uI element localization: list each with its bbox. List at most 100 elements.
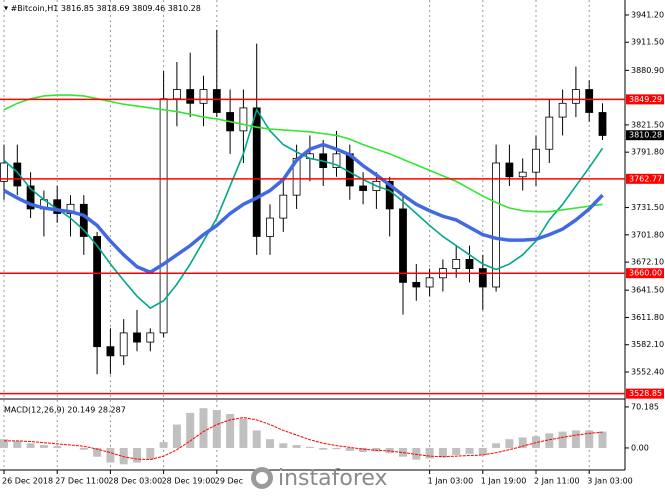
candle-body: [585, 89, 594, 113]
macd-bar: [212, 409, 221, 448]
y-tick-label: 3911.50: [631, 38, 664, 47]
candle-body: [425, 277, 434, 288]
macd-bar: [438, 447, 447, 458]
macd-bar: [505, 439, 514, 448]
y-tick-label: 3552.40: [631, 368, 664, 377]
macd-bar: [571, 430, 580, 448]
candle-body: [598, 112, 607, 136]
level-label-box: [626, 268, 664, 279]
macd-label: MACD(12,26,9) 20.149 28.287: [4, 406, 126, 415]
macd-bar: [292, 445, 301, 448]
candle-body: [505, 162, 514, 178]
candle-body: [279, 194, 288, 219]
macd-bar: [399, 447, 407, 457]
level-label-box: [626, 388, 664, 399]
x-tick-label: 26 Dec 2018: [2, 477, 53, 486]
level-label: 3528.85: [629, 389, 662, 398]
macd-tick-label: 70.185: [631, 402, 659, 411]
macd-bar: [93, 447, 102, 457]
candle-body: [66, 203, 75, 214]
candle-body: [26, 185, 35, 210]
macd-bar: [558, 431, 567, 448]
candle-body: [478, 268, 487, 288]
macd-bar: [465, 447, 474, 454]
macd-bar: [146, 447, 155, 460]
current-price-label: 3810.28: [629, 131, 662, 140]
ohlc: 3816.85 3818.69 3809.46 3810.28: [61, 4, 201, 13]
symbol: ▾ #Bitcoin,H1 3816.85 3818.69 3809.46 38…: [4, 4, 201, 13]
candle-body: [465, 259, 474, 270]
y-tick-label: 3611.80: [631, 313, 664, 322]
macd-bar: [172, 424, 181, 448]
x-tick-label: 28 Dec 19:00: [162, 477, 216, 486]
y-tick-label: 3582.10: [631, 340, 664, 349]
macd-bar: [13, 440, 22, 448]
level-label-box: [626, 173, 664, 184]
macd-bar: [279, 443, 288, 448]
candle-body: [146, 332, 155, 343]
x-tick-label: 1 Jan 19:00: [481, 477, 527, 486]
macd-bar: [359, 447, 368, 453]
candle-body: [492, 162, 501, 288]
candle-body: [79, 203, 88, 237]
macd-bar: [0, 439, 8, 448]
y-tick-label: 3821.50: [631, 120, 664, 129]
macd-bar: [199, 408, 208, 448]
candle-body: [359, 185, 368, 191]
candle-body: [252, 107, 261, 237]
candle-body: [133, 332, 141, 343]
macd-tick-label: 0.00: [631, 443, 649, 452]
logo: instaforex: [251, 466, 388, 491]
x-tick-label: 29 Dec: [215, 477, 243, 486]
symbol-name: #Bitcoin,H1: [11, 4, 59, 13]
moving-average: [3, 142, 604, 275]
logo-text: instaforex: [278, 466, 388, 491]
macd-bar: [26, 443, 35, 448]
y-tick-label: 3701.80: [631, 230, 664, 239]
logo-icon-inner: [256, 472, 268, 484]
macd-bar: [332, 447, 341, 450]
candle-body: [332, 153, 341, 168]
macd-bar: [345, 447, 354, 451]
candle-body: [239, 107, 248, 132]
y-tick-label: 3731.50: [631, 203, 664, 212]
candle-body: [186, 89, 195, 104]
candle-body: [212, 89, 221, 113]
candle-body: [266, 217, 274, 237]
candle-body: [558, 102, 567, 118]
macd-bar: [53, 446, 62, 448]
macd-bar: [518, 437, 527, 448]
candle-body: [518, 171, 527, 178]
x-tick-label: 28 Dec 03:00: [108, 477, 162, 486]
x-tick-label: 27 Dec 11:00: [55, 477, 109, 486]
macd-bar: [239, 418, 248, 448]
candle-body: [572, 89, 580, 104]
current-price-box: [626, 130, 664, 141]
macd-bar: [545, 433, 554, 448]
macd-bar: [159, 442, 168, 448]
candle-body: [385, 180, 394, 210]
x-tick-label: 2 Jan 11:00: [534, 477, 580, 486]
y-tick-label: 3941.20: [631, 10, 664, 19]
x-tick-label: 3 Jan 03:00: [587, 477, 633, 486]
candle-body: [532, 148, 540, 173]
candle-body: [119, 332, 128, 357]
y-tick-label: 3641.50: [631, 286, 664, 295]
level-label-box: [626, 94, 664, 105]
macd-bar: [186, 412, 195, 448]
macd-bar: [252, 430, 261, 448]
macd-bar: [305, 446, 314, 448]
candle-body: [545, 116, 554, 150]
candle-body: [452, 259, 461, 270]
macd-bar: [106, 447, 115, 463]
macd-bar: [372, 447, 381, 452]
macd-bar: [585, 430, 594, 448]
y-tick-label: 3880.90: [631, 66, 664, 75]
macd-bar: [119, 447, 128, 465]
macd-bar: [478, 447, 487, 455]
macd-bar: [226, 414, 235, 448]
macd-bar: [266, 439, 274, 448]
macd-bar: [319, 447, 328, 450]
level-label: 3660.00: [629, 269, 662, 278]
